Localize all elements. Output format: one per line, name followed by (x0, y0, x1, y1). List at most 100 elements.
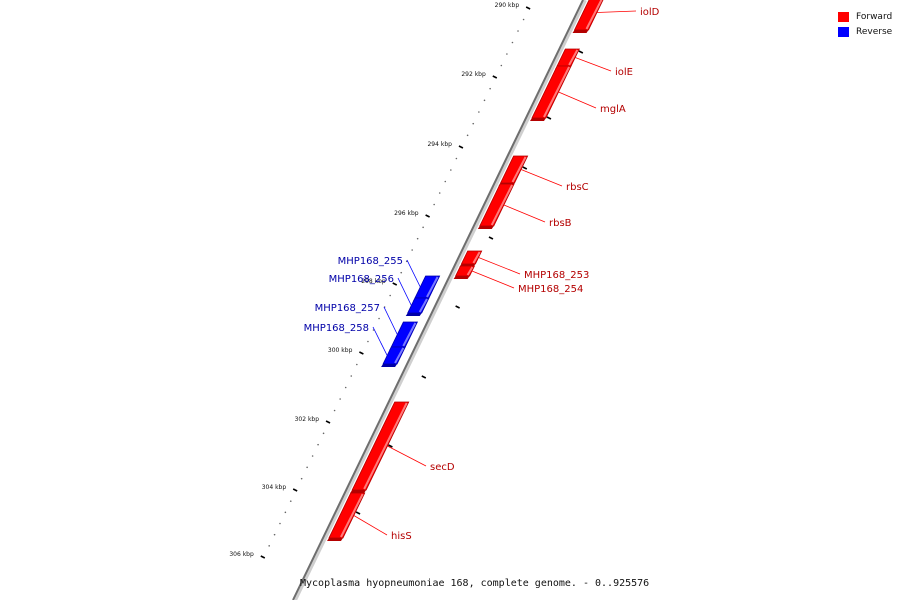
minor-tick (466, 134, 469, 137)
label-leader (372, 326, 388, 356)
minor-tick (333, 409, 336, 412)
minor-tick (300, 477, 303, 480)
minor-tick (450, 169, 452, 171)
minor-tick (356, 363, 358, 366)
tick-mark (425, 214, 430, 218)
tick-mark (325, 420, 331, 424)
tick-label: 296 kbp (394, 210, 419, 217)
reverse-swatch (838, 26, 849, 37)
genome-caption: Mycoplasma hyopneumoniae 168, complete g… (300, 578, 650, 589)
tick-mark-inner (355, 511, 361, 515)
tick-mark (260, 555, 266, 559)
legend-reverse-label: Reverse (856, 26, 893, 37)
legend: Forward Reverse (838, 9, 892, 39)
tick-mark-inner (578, 50, 584, 54)
gene-label: mglA (600, 104, 626, 115)
label-leader (353, 515, 388, 536)
minor-tick (433, 203, 435, 206)
tick-label: 304 kbp (262, 484, 287, 491)
label-leader (478, 257, 521, 275)
gene-label: MHP168_254 (518, 284, 583, 295)
genome-backbone (292, 0, 584, 600)
minor-tick (438, 192, 441, 194)
legend-forward: Forward (838, 9, 892, 24)
backbone-shadow (293, 0, 587, 600)
tick-label: 292 kbp (461, 71, 486, 78)
forward-swatch (838, 11, 849, 22)
label-leader (575, 57, 612, 72)
minor-tick (416, 237, 419, 240)
tick-mark-inner (488, 236, 494, 240)
label-leader (558, 91, 597, 109)
minor-tick (284, 511, 287, 514)
ruler: 290 kbp 292 kbp 294 kbp 296 kbp 298 kbp 300 k… (229, 2, 584, 559)
minor-tick (400, 271, 403, 274)
minor-tick (344, 386, 347, 389)
gene-mhp168_253 (459, 250, 483, 267)
minor-tick (317, 443, 319, 446)
minor-tick (289, 500, 292, 502)
label-leader (596, 10, 637, 13)
gene-mhp168_254 (453, 265, 476, 279)
minor-tick (411, 249, 413, 251)
minor-tick (389, 294, 391, 297)
gene-secd (350, 401, 410, 493)
minor-tick (367, 340, 369, 343)
minor-tick (350, 375, 353, 377)
minor-tick (511, 41, 514, 44)
tick-mark (392, 282, 398, 286)
label-leader (406, 259, 421, 288)
gene-label: iolE (615, 67, 633, 78)
minor-tick (489, 87, 491, 90)
gene-iold (572, 0, 604, 33)
gene-label: rbsB (549, 218, 572, 229)
gene-label: secD (430, 462, 455, 473)
label-leader (520, 169, 563, 187)
minor-tick (311, 455, 314, 457)
gene-label: MHP168_258 (304, 323, 369, 334)
minor-tick (279, 522, 281, 525)
legend-reverse: Reverse (838, 24, 892, 39)
gene-features (326, 0, 604, 541)
tick-label: 306 kbp (229, 551, 254, 558)
tick-label: 302 kbp (295, 416, 320, 423)
tick-mark (292, 488, 298, 492)
minor-tick (378, 317, 380, 320)
minor-tick (522, 18, 525, 21)
minor-tick (472, 122, 475, 125)
gene-label: hisS (391, 531, 412, 542)
label-leader (503, 204, 546, 223)
tick-mark-inner (546, 116, 552, 120)
minor-tick (422, 226, 424, 229)
tick-label: 294 kbp (427, 141, 452, 148)
minor-tick (500, 64, 503, 67)
gene-label: MHP168_255 (338, 256, 403, 267)
minor-tick (455, 157, 458, 160)
gene-mhp168_258 (381, 346, 406, 367)
minor-tick (478, 111, 480, 113)
tick-mark-inner (388, 444, 393, 448)
minor-tick (322, 432, 325, 435)
gene-label: iolD (640, 7, 660, 18)
gene-label: rbsC (566, 182, 589, 193)
label-leader (471, 270, 515, 289)
legend-forward-label: Forward (856, 11, 893, 22)
minor-tick (268, 545, 270, 547)
minor-tick (517, 30, 519, 32)
label-leader (383, 306, 398, 335)
minor-tick (273, 533, 276, 536)
minor-tick (444, 180, 447, 183)
minor-tick (339, 398, 341, 400)
tick-mark (525, 6, 531, 10)
tick-mark-inner (455, 305, 460, 309)
tick-label: 290 kbp (495, 2, 520, 9)
minor-tick (483, 99, 486, 102)
tick-label: 298 kbp (361, 278, 386, 285)
gene-rbsb (477, 183, 515, 229)
gene-labels: iolD iolE mglA rbsC rbsB MHP168_253 MHP168_254… (304, 7, 660, 542)
label-leader (397, 277, 412, 306)
tick-mark-inner (421, 375, 427, 379)
gene-mgla (529, 65, 572, 121)
tick-mark (359, 351, 364, 355)
